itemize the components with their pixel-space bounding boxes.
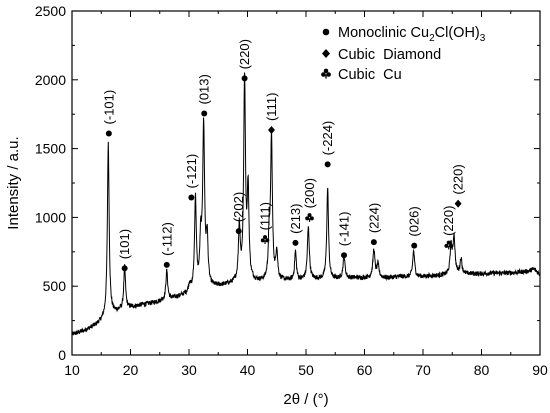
legend-club-marker bbox=[321, 68, 331, 79]
xrd-pattern-line bbox=[71, 72, 541, 336]
legend: Monoclinic Cu2Cl(OH)3 Cubic Diamond Cubi… bbox=[321, 25, 486, 83]
circle-marker bbox=[324, 161, 331, 168]
peak-label: (220) bbox=[451, 164, 466, 194]
circle-marker bbox=[341, 252, 348, 259]
x-tick-label: 10 bbox=[64, 362, 80, 378]
circle-marker bbox=[105, 130, 112, 137]
axes: 10 20 30 40 50 60 70 80 90 0 500 1000 1500 2000 2500 2θ… bbox=[5, 3, 548, 408]
x-tick-label: 60 bbox=[357, 362, 373, 378]
y-tick-label: 0 bbox=[58, 347, 66, 363]
diamond-marker bbox=[454, 199, 462, 208]
club-marker bbox=[305, 213, 314, 222]
x-tick-label: 20 bbox=[123, 362, 139, 378]
legend-diamond-marker bbox=[322, 49, 330, 58]
legend-label-diamond: Cubic Diamond bbox=[338, 47, 441, 63]
y-tick-label: 2500 bbox=[35, 3, 66, 19]
x-tick-label: 50 bbox=[298, 362, 314, 378]
x-tick-label: 70 bbox=[415, 362, 431, 378]
club-marker bbox=[260, 235, 270, 244]
peak-label: (220) bbox=[237, 39, 252, 69]
diamond-marker bbox=[267, 126, 275, 135]
peak-label: (111) bbox=[264, 93, 279, 121]
y-tick-label: 2000 bbox=[35, 72, 66, 88]
circle-marker bbox=[241, 75, 248, 82]
peak-label: (-141) bbox=[337, 212, 352, 247]
plot-area bbox=[71, 72, 541, 336]
circle-marker bbox=[163, 261, 170, 268]
circle-marker bbox=[235, 228, 242, 235]
circle-marker bbox=[411, 242, 418, 249]
peak-label: (111) bbox=[258, 202, 273, 230]
circle-marker bbox=[370, 239, 377, 246]
x-tick-label: 80 bbox=[474, 362, 490, 378]
club-marker bbox=[444, 240, 454, 250]
peak-label: (013) bbox=[197, 74, 212, 104]
x-tick-label: 40 bbox=[240, 362, 256, 378]
x-tick-label: 90 bbox=[532, 362, 548, 378]
x-axis-label: 2θ / (°) bbox=[283, 391, 328, 408]
y-axis-label: Intensity / a.u. bbox=[5, 136, 22, 229]
legend-circle-marker bbox=[322, 28, 330, 36]
peak-label: (026) bbox=[407, 206, 422, 236]
peak-label: (101) bbox=[117, 229, 132, 259]
y-tick-label: 1000 bbox=[35, 209, 66, 225]
y-tick-label: 1500 bbox=[35, 141, 66, 157]
peak-label: (200) bbox=[302, 178, 317, 208]
circle-marker bbox=[121, 265, 128, 272]
peak-label: (-224) bbox=[320, 121, 335, 156]
peak-label: (-112) bbox=[159, 222, 174, 256]
y-tick-label: 500 bbox=[43, 278, 67, 294]
circle-marker bbox=[188, 194, 195, 201]
peak-label: (220) bbox=[441, 206, 456, 236]
legend-label-cu: Cubic Cu bbox=[338, 67, 402, 83]
peak-label: (213) bbox=[288, 203, 303, 233]
x-tick-label: 30 bbox=[181, 362, 197, 378]
circle-marker bbox=[292, 239, 299, 246]
circle-marker bbox=[201, 110, 208, 117]
peak-annotations: (-101) (101) (-112) (-121) (013) (202) (220) (1… bbox=[101, 39, 466, 272]
peak-label: (-121) bbox=[184, 154, 199, 189]
peak-label: (224) bbox=[366, 203, 381, 233]
peak-label: (202) bbox=[231, 192, 246, 222]
peak-label: (-101) bbox=[101, 90, 116, 125]
legend-label-monoclinic: Monoclinic Cu2Cl(OH)3 bbox=[338, 25, 486, 44]
